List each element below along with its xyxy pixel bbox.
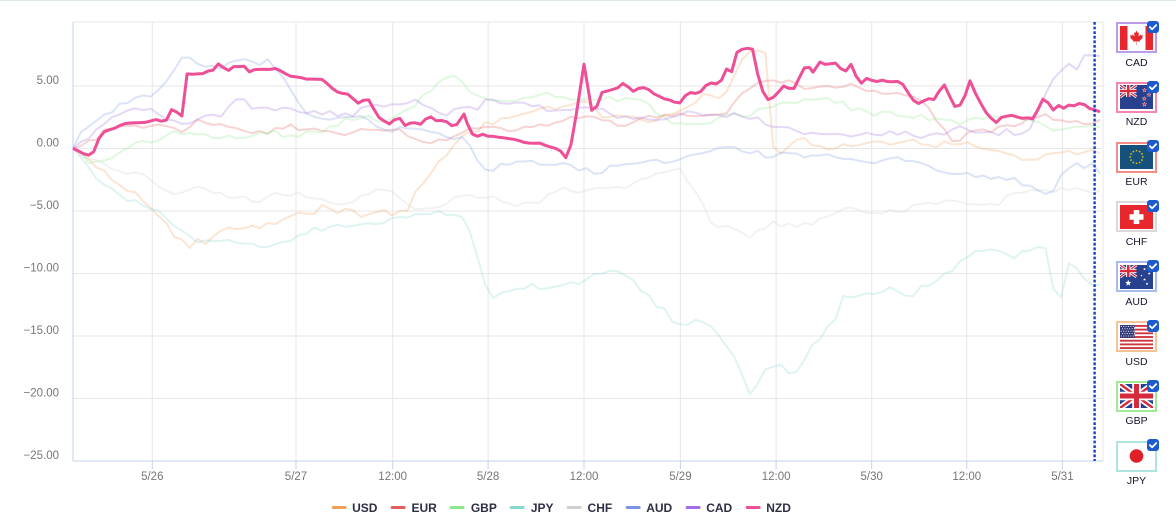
svg-text:5/29: 5/29 [669,471,691,483]
svg-text:12:00: 12:00 [570,471,599,483]
svg-text:5.00: 5.00 [37,75,59,87]
svg-text:5/30: 5/30 [861,471,883,483]
svg-text:0.00: 0.00 [37,137,59,149]
svg-text:5/26: 5/26 [141,471,163,483]
svg-text:−25.00: −25.00 [24,450,60,462]
svg-text:−5.00: −5.00 [30,200,59,212]
svg-text:5/31: 5/31 [1051,471,1073,483]
svg-text:−15.00: −15.00 [24,325,60,337]
svg-text:−10.00: −10.00 [24,262,60,274]
svg-text:5/27: 5/27 [285,471,307,483]
svg-text:−20.00: −20.00 [24,387,60,399]
svg-text:12:00: 12:00 [378,471,407,483]
svg-text:12:00: 12:00 [952,471,981,483]
svg-text:5/28: 5/28 [477,471,499,483]
svg-text:12:00: 12:00 [762,471,791,483]
